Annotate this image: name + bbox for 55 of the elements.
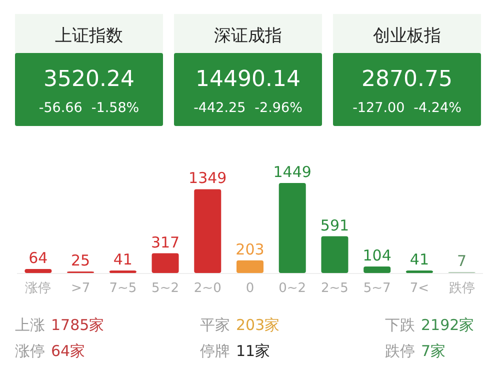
text: -1.58% — [91, 100, 140, 116]
text: 深证成指 — [214, 26, 282, 46]
data-label: 203 — [236, 240, 264, 258]
x-tick-label: 2~5 — [321, 281, 348, 296]
text: -127.00 — [352, 100, 405, 116]
data-label: 25 — [71, 251, 90, 270]
x-tick-label: 5~7 — [363, 281, 391, 296]
text: 上证指数 — [55, 26, 123, 46]
text: 2870.75 — [362, 67, 452, 92]
x-tick-label: 0~2 — [278, 281, 306, 296]
x-tick-label: 跌停 — [448, 281, 475, 296]
data-label: 591 — [320, 216, 350, 234]
text: 跌停 — [385, 342, 415, 360]
bar — [406, 270, 433, 273]
text: 7家 — [421, 342, 446, 360]
data-label: 64 — [28, 249, 48, 268]
data-label: 1349 — [188, 169, 227, 188]
text: -442.25 — [194, 100, 246, 116]
x-tick-label: 5~2 — [152, 281, 179, 296]
bar — [152, 253, 179, 273]
data-label: 7 — [457, 252, 467, 270]
text: 下跌 — [385, 316, 415, 334]
x-tick-label: 7~5 — [109, 281, 137, 296]
bar — [278, 183, 306, 273]
data-label: 41 — [410, 250, 429, 268]
bar — [364, 266, 391, 273]
bar — [24, 269, 52, 273]
text: 1785家 — [51, 316, 104, 334]
data-label: 41 — [113, 250, 132, 268]
text: 涨停 — [15, 342, 45, 360]
x-tick-label: >7 — [70, 281, 90, 296]
x-tick-label: 0 — [246, 281, 254, 296]
bar — [109, 270, 136, 273]
x-tick-label: 2~0 — [194, 281, 222, 296]
bar — [236, 260, 264, 273]
text: 64家 — [51, 342, 86, 360]
text: 203家 — [236, 316, 280, 334]
text: 2192家 — [421, 316, 474, 334]
bar — [321, 236, 348, 273]
data-label: 104 — [362, 246, 392, 265]
text: 11家 — [236, 342, 270, 360]
text: 平家 — [200, 316, 230, 334]
text: -56.66 — [38, 100, 82, 116]
bar — [194, 189, 222, 273]
data-label: 317 — [150, 233, 180, 252]
text: 14490.14 — [196, 67, 300, 92]
text: 停牌 — [200, 342, 230, 360]
text: 创业板指 — [373, 26, 441, 46]
data-label: 1449 — [273, 163, 312, 181]
text: 上涨 — [15, 316, 45, 334]
text: 3520.24 — [44, 67, 134, 92]
text: -4.24% — [414, 100, 462, 116]
x-tick-label: 7< — [410, 281, 430, 296]
x-tick-label: 涨停 — [25, 281, 52, 296]
text: -2.96% — [254, 100, 303, 116]
